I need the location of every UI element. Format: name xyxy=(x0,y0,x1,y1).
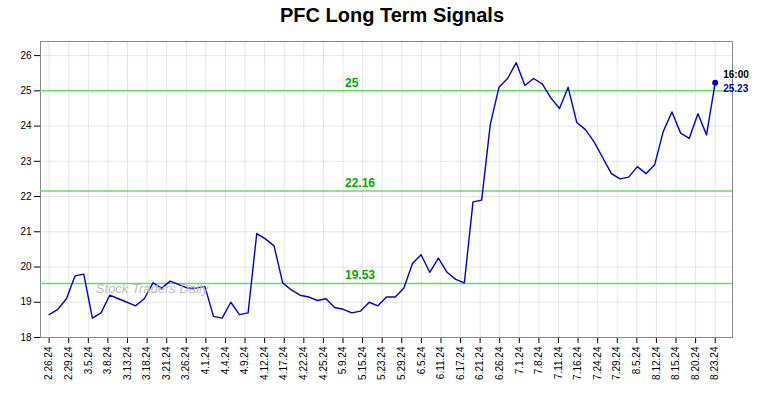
svg-text:5.23.24: 5.23.24 xyxy=(376,346,387,380)
svg-text:18: 18 xyxy=(20,332,32,343)
svg-text:24: 24 xyxy=(20,120,32,131)
svg-text:7.8.24: 7.8.24 xyxy=(533,346,544,374)
svg-text:4.1.24: 4.1.24 xyxy=(200,346,211,374)
svg-text:25: 25 xyxy=(20,85,32,96)
svg-text:2.29.24: 2.29.24 xyxy=(63,346,74,380)
svg-text:6.11.24: 6.11.24 xyxy=(435,346,446,379)
svg-text:8.23.24: 8.23.24 xyxy=(709,346,720,380)
svg-text:25: 25 xyxy=(345,76,359,90)
svg-text:22: 22 xyxy=(20,191,32,202)
svg-text:25.23: 25.23 xyxy=(723,83,748,94)
svg-text:8.20.24: 8.20.24 xyxy=(690,346,701,380)
svg-text:7.16.24: 7.16.24 xyxy=(572,346,583,380)
svg-text:6.17.24: 6.17.24 xyxy=(455,346,466,380)
svg-text:5.29.24: 5.29.24 xyxy=(396,346,407,380)
svg-text:6.5.24: 6.5.24 xyxy=(416,346,427,374)
html-text:PFC Long Term Signals: PFC Long Term Signals xyxy=(280,4,504,26)
svg-text:21: 21 xyxy=(20,226,32,237)
svg-text:4.22.24: 4.22.24 xyxy=(298,346,309,380)
svg-text:16:00: 16:00 xyxy=(723,69,749,80)
svg-text:2.26.24: 2.26.24 xyxy=(43,346,54,380)
svg-text:8.12.24: 8.12.24 xyxy=(651,346,662,380)
svg-text:3.8.24: 3.8.24 xyxy=(102,346,113,374)
svg-text:4.12.24: 4.12.24 xyxy=(259,346,270,380)
svg-text:3.5.24: 3.5.24 xyxy=(83,346,94,374)
svg-text:3.13.24: 3.13.24 xyxy=(122,346,133,380)
svg-text:23: 23 xyxy=(20,156,32,167)
svg-text:5.9.24: 5.9.24 xyxy=(337,346,348,374)
svg-text:3.18.24: 3.18.24 xyxy=(141,346,152,380)
svg-text:7.24.24: 7.24.24 xyxy=(592,346,603,380)
svg-text:5.15.24: 5.15.24 xyxy=(357,346,368,380)
svg-text:8.15.24: 8.15.24 xyxy=(670,346,681,380)
svg-text:22.16: 22.16 xyxy=(345,176,375,190)
svg-text:3.21.24: 3.21.24 xyxy=(161,346,172,380)
svg-text:4.17.24: 4.17.24 xyxy=(278,346,289,380)
svg-text:7.11.24: 7.11.24 xyxy=(553,346,564,379)
svg-text:3.26.24: 3.26.24 xyxy=(180,346,191,380)
svg-text:20: 20 xyxy=(20,261,32,272)
svg-text:6.21.24: 6.21.24 xyxy=(474,346,485,380)
svg-text:7.1.24: 7.1.24 xyxy=(514,346,525,374)
svg-text:8.5.24: 8.5.24 xyxy=(631,346,642,374)
svg-text:6.26.24: 6.26.24 xyxy=(494,346,505,380)
svg-text:4.25.24: 4.25.24 xyxy=(318,346,329,380)
svg-text:26: 26 xyxy=(20,50,32,61)
svg-text:4.9.24: 4.9.24 xyxy=(239,346,250,374)
svg-text:4.4.24: 4.4.24 xyxy=(220,346,231,374)
svg-text:Stock Traders Daily: Stock Traders Daily xyxy=(96,281,210,296)
svg-text:7.29.24: 7.29.24 xyxy=(611,346,622,380)
svg-text:19.53: 19.53 xyxy=(345,268,375,282)
svg-text:19: 19 xyxy=(20,296,32,307)
